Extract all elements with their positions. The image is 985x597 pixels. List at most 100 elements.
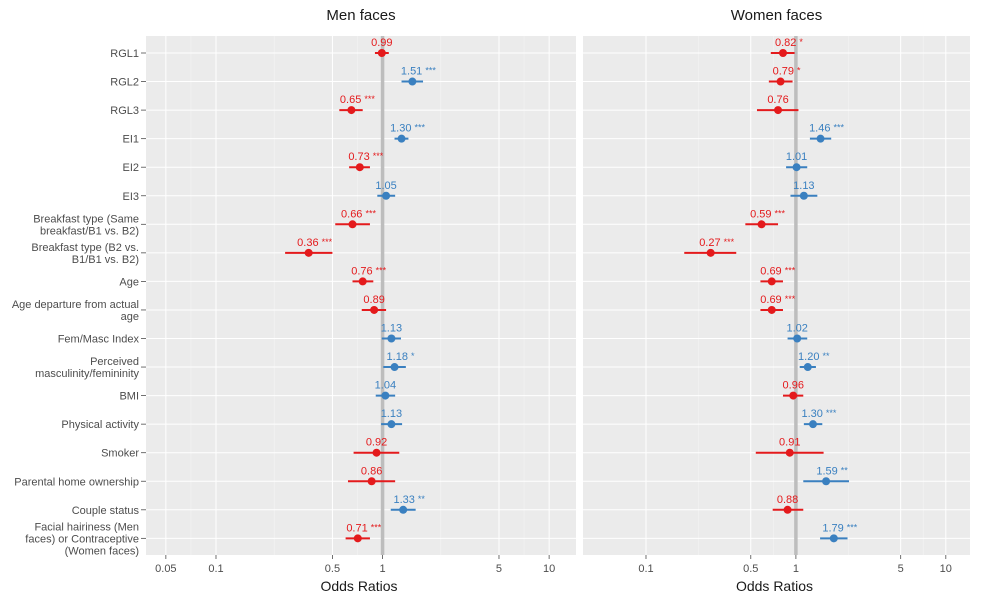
y-label-parental-home-ownership: Parental home ownership (14, 476, 139, 488)
significance-stars: ** (822, 351, 830, 361)
odds-ratio-value: 0.65 (340, 94, 361, 106)
data-label: 1.01 (786, 151, 807, 163)
x-axis-label: Odds Ratios (320, 578, 397, 594)
data-label: 0.99 (371, 37, 392, 49)
panel-title: Women faces (731, 7, 822, 24)
odds-ratio-value: 0.69 (760, 265, 781, 277)
y-label-line: EI2 (122, 162, 139, 174)
y-label-rgl1: RGL1 (110, 48, 139, 60)
data-label: 0.91 (779, 437, 800, 449)
y-label-line: Breakfast type (Same (33, 213, 139, 225)
panel-men-faces: 0.05 0.1 0.5 1 5 10 Men faces Odds Ratios 0.99 1.… (146, 7, 576, 594)
y-label-line: Perceived (90, 356, 139, 368)
data-label: 1.05 (375, 180, 396, 192)
point-estimate (390, 363, 399, 372)
odds-ratio-value: 1.30 (390, 123, 411, 135)
y-label-line: BMI (119, 391, 139, 403)
data-label: 0.65 *** (340, 94, 375, 106)
point-estimate (353, 534, 362, 543)
point-estimate (382, 191, 391, 200)
point-estimate (355, 163, 364, 172)
y-axis-labels: RGL1 RGL2 RGL3 EI1 EI2 EI3 Breakfast type (Sam… (12, 48, 146, 557)
data-label: 0.59 *** (750, 208, 785, 220)
significance-stars: *** (373, 151, 384, 161)
odds-ratio-value: 1.05 (375, 180, 396, 192)
odds-ratio-value: 0.36 (297, 237, 318, 249)
significance-stars: *** (847, 522, 858, 532)
point-estimate (803, 363, 812, 372)
data-label: 0.92 (366, 437, 387, 449)
odds-ratio-value: 1.79 (822, 522, 843, 534)
odds-ratio-value: 1.13 (793, 180, 814, 192)
significance-stars: * (799, 37, 803, 47)
y-label-rgl3: RGL3 (110, 105, 139, 117)
data-label: 0.76 *** (351, 265, 386, 277)
odds-ratio-value: 1.46 (809, 123, 830, 135)
point-estimate (372, 448, 381, 457)
point-estimate (706, 248, 715, 257)
data-label: 0.27 *** (699, 237, 734, 249)
y-label-bmi: BMI (119, 391, 139, 403)
odds-ratio-value: 0.82 (775, 37, 796, 49)
panel-title: Men faces (326, 7, 395, 24)
y-label-rgl2: RGL2 (110, 77, 139, 89)
odds-ratio-value: 0.66 (341, 208, 362, 220)
point-estimate (347, 106, 356, 115)
data-label: 1.13 (381, 408, 402, 420)
significance-stars: * (797, 66, 801, 76)
point-estimate (397, 134, 406, 143)
y-label-line: Breakfast type (B2 vs. (31, 242, 139, 254)
point-estimate (370, 305, 379, 314)
y-label-line: breakfast/B1 vs. B2) (40, 225, 139, 237)
x-tick-label: 0.5 (743, 563, 758, 575)
x-tick-label: 5 (898, 563, 904, 575)
odds-ratio-value: 1.33 (393, 494, 414, 506)
data-label: 1.18 * (387, 351, 415, 363)
significance-stars: ** (418, 494, 426, 504)
significance-stars: *** (425, 66, 436, 76)
odds-ratio-value: 1.51 (401, 66, 422, 78)
odds-ratio-value: 0.96 (783, 380, 804, 392)
y-label-line: Smoker (101, 448, 139, 460)
significance-stars: *** (785, 265, 796, 275)
data-label: 0.86 (361, 465, 382, 477)
y-label-breakfast-type-same-breakfast-b1-vs-b2: Breakfast type (Same breakfast/B1 vs. B2) (33, 213, 139, 237)
significance-stars: ** (841, 465, 849, 475)
data-label: 0.36 *** (297, 237, 332, 249)
point-estimate (774, 106, 783, 115)
y-label-line: faces) or Contraceptive (25, 533, 139, 545)
significance-stars: *** (376, 265, 387, 275)
data-label: 0.82 * (775, 37, 803, 49)
significance-stars: *** (365, 208, 376, 218)
point-estimate (793, 334, 802, 343)
point-estimate (367, 477, 376, 486)
data-label: 0.71 *** (346, 522, 381, 534)
point-estimate (767, 277, 776, 286)
significance-stars: * (411, 351, 415, 361)
y-label-line: (Women faces) (65, 545, 139, 557)
point-estimate (822, 477, 831, 486)
y-label-line: Physical activity (61, 419, 139, 431)
point-estimate (778, 49, 787, 57)
point-estimate (829, 534, 838, 543)
significance-stars: *** (775, 208, 786, 218)
y-label-age-departure-from-actual-age: Age departure from actual age (12, 299, 139, 323)
odds-ratio-value: 0.89 (363, 294, 384, 306)
data-label: 0.73 *** (348, 151, 383, 163)
data-label: 0.89 (363, 294, 384, 306)
data-label: 1.04 (375, 380, 396, 392)
y-label-line: Couple status (72, 505, 140, 517)
y-label-line: Age (119, 276, 139, 288)
odds-ratio-value: 0.71 (346, 522, 367, 534)
point-estimate (776, 77, 785, 86)
x-tick-label: 0.05 (155, 563, 176, 575)
point-estimate (792, 163, 801, 172)
panel-background (583, 36, 970, 555)
y-label-facial-hairiness-men-faces-or-contraceptive-women-faces: Facial hairiness (Men faces) or Contracep… (25, 521, 139, 557)
significance-stars: *** (322, 237, 333, 247)
point-estimate (799, 191, 808, 200)
odds-ratio-value: 1.02 (786, 323, 807, 335)
odds-ratio-value: 0.92 (366, 437, 387, 449)
odds-ratio-value: 0.69 (760, 294, 781, 306)
